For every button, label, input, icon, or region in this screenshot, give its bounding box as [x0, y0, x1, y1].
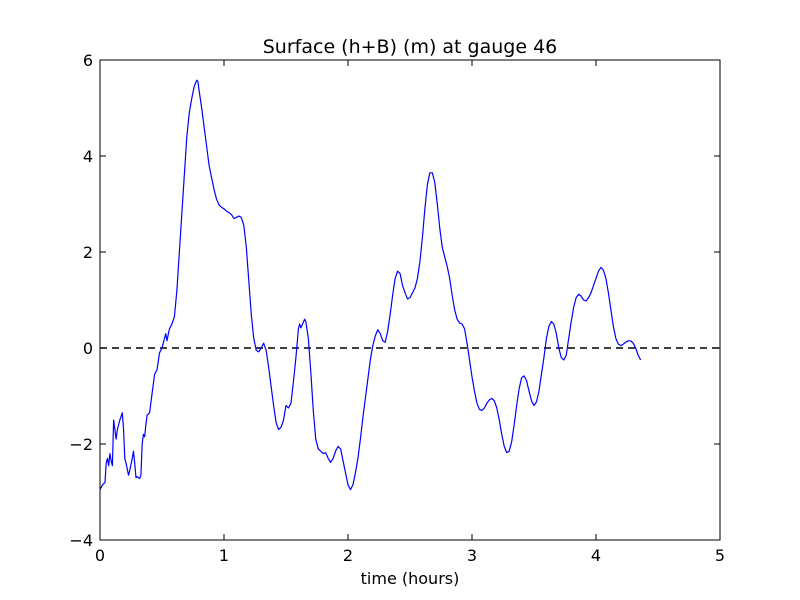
y-axis-ticks: −4 −2 0 2 4 6 [69, 51, 720, 550]
x-axis-label: time (hours) [361, 569, 460, 588]
plot-area [99, 59, 721, 541]
x-axis-ticks: 0 1 2 3 4 5 [95, 60, 725, 565]
plot-background [100, 60, 720, 540]
y-tick-label: 2 [83, 243, 93, 262]
y-tick-label: −2 [69, 435, 93, 454]
y-tick-label: 6 [83, 51, 93, 70]
y-tick-label: 0 [83, 339, 93, 358]
x-tick-label: 0 [95, 546, 105, 565]
y-tick-label: 4 [83, 147, 93, 166]
x-tick-label: 3 [467, 546, 477, 565]
x-tick-label: 5 [715, 546, 725, 565]
y-tick-label: −4 [69, 531, 93, 550]
plot-frame [99, 59, 721, 541]
x-tick-label: 4 [591, 546, 601, 565]
series-line [99, 79, 642, 491]
x-tick-label: 2 [343, 546, 353, 565]
chart-title: Surface (h+B) (m) at gauge 46 [263, 36, 558, 58]
x-tick-label: 1 [219, 546, 229, 565]
